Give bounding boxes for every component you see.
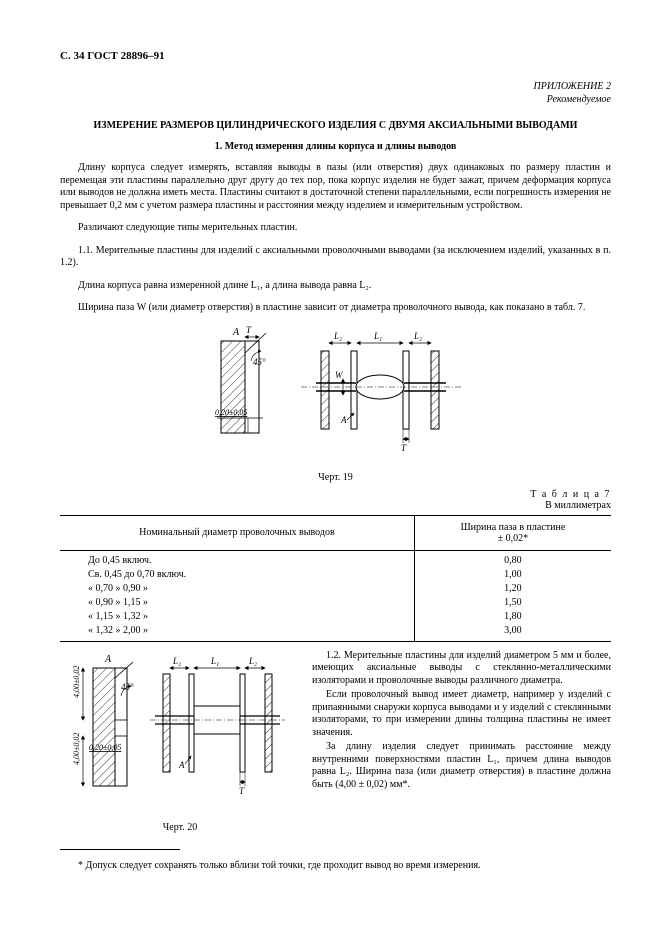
fig20-h1: 4,00±0,02	[72, 665, 81, 697]
table-header: Номинальный диаметр проволочных выводов	[60, 515, 414, 550]
annex-block: ПРИЛОЖЕНИЕ 2 Рекомендуемое	[60, 80, 611, 106]
table-cell: « 1,15 » 1,32 »	[60, 610, 414, 624]
fig-label-Aref: A	[340, 415, 347, 425]
fig20-L1: L₁	[210, 656, 219, 666]
table-cell: 0,80	[414, 550, 611, 568]
table-header: Ширина паза в пластине ± 0,02*	[414, 515, 611, 550]
fig-label-L2b: L₂	[413, 331, 422, 341]
paragraph: Различают следующие типы мерительных пла…	[60, 222, 611, 235]
table-unit: В миллиметрах	[60, 500, 611, 511]
fig-label-L1: L₁	[373, 331, 382, 341]
fig20-Aref: A	[178, 760, 185, 770]
page-header: С. 34 ГОСТ 28896–91	[60, 50, 611, 62]
table-cell: 1,00	[414, 568, 611, 582]
table-cell: 1,50	[414, 596, 611, 610]
paragraph: Длину корпуса следует измерять, вставляя…	[60, 162, 611, 212]
fig-label-L2a: L₂	[333, 331, 342, 341]
figure-20-caption: Черт. 20	[60, 822, 300, 833]
table-cell: 3,00	[414, 624, 611, 642]
fig20-h2: 4,00±0,02	[72, 732, 81, 764]
footnote: * Допуск следует сохранять только вблизи…	[60, 860, 611, 871]
fig-label-W: W	[335, 370, 344, 380]
figure-20: A 45° 4,00±0,02 4,00±0,02 0,20±0,05	[60, 650, 300, 839]
main-title: ИЗМЕРЕНИЕ РАЗМЕРОВ ЦИЛИНДРИЧЕСКОГО ИЗДЕЛ…	[60, 120, 611, 131]
figure-19-caption: Черт. 19	[60, 472, 611, 483]
right-column: 1.2. Мерительные пластины для изделий ди…	[312, 650, 611, 839]
fig20-A: A	[104, 654, 112, 665]
annex-line1: ПРИЛОЖЕНИЕ 2	[534, 81, 612, 92]
paragraph: Если проволочный вывод имеет диаметр, на…	[312, 689, 611, 739]
fig-label-Tb: T	[401, 443, 407, 453]
fig-label-dim: 0,20±0,05	[215, 408, 247, 417]
fig20-T: T	[239, 786, 245, 796]
table-label: Т а б л и ц а 7	[60, 489, 611, 500]
paragraph: Ширина паза W (или диаметр отверстия) в …	[60, 302, 611, 315]
fig20-w: 0,20±0,05	[89, 743, 121, 752]
table-cell: « 0,90 » 1,15 »	[60, 596, 414, 610]
table-7: Номинальный диаметр проволочных выводов …	[60, 515, 611, 642]
section-title: 1. Метод измерения длины корпуса и длины…	[60, 141, 611, 152]
paragraph: За длину изделия следует принимать расст…	[312, 741, 611, 791]
paragraph: 1.2. Мерительные пластины для изделий ди…	[312, 650, 611, 688]
table-cell: 1,20	[414, 582, 611, 596]
table-cell: Св. 0,45 до 0,70 включ.	[60, 568, 414, 582]
fig-label-angle: 45°	[253, 357, 266, 367]
fig-label-T: T	[246, 325, 252, 335]
paragraph: 1.1. Мерительные пластины для изделий с …	[60, 245, 611, 270]
footnote-rule	[60, 849, 180, 850]
fig-label-A: A	[232, 327, 240, 338]
table-cell: « 1,32 » 2,00 »	[60, 624, 414, 642]
annex-line2: Рекомендуемое	[547, 94, 611, 105]
paragraph: Длина корпуса равна измеренной длине L₁,…	[60, 280, 611, 293]
fig20-L2a: L₂	[172, 656, 181, 666]
table-cell: До 0,45 включ.	[60, 550, 414, 568]
fig20-L2b: L₂	[248, 656, 257, 666]
figure-19: A 45° T 0,20±0,05 W L₂ L₁ L₂ A	[60, 323, 611, 468]
table-cell: « 0,70 » 0,90 »	[60, 582, 414, 596]
table-cell: 1,80	[414, 610, 611, 624]
